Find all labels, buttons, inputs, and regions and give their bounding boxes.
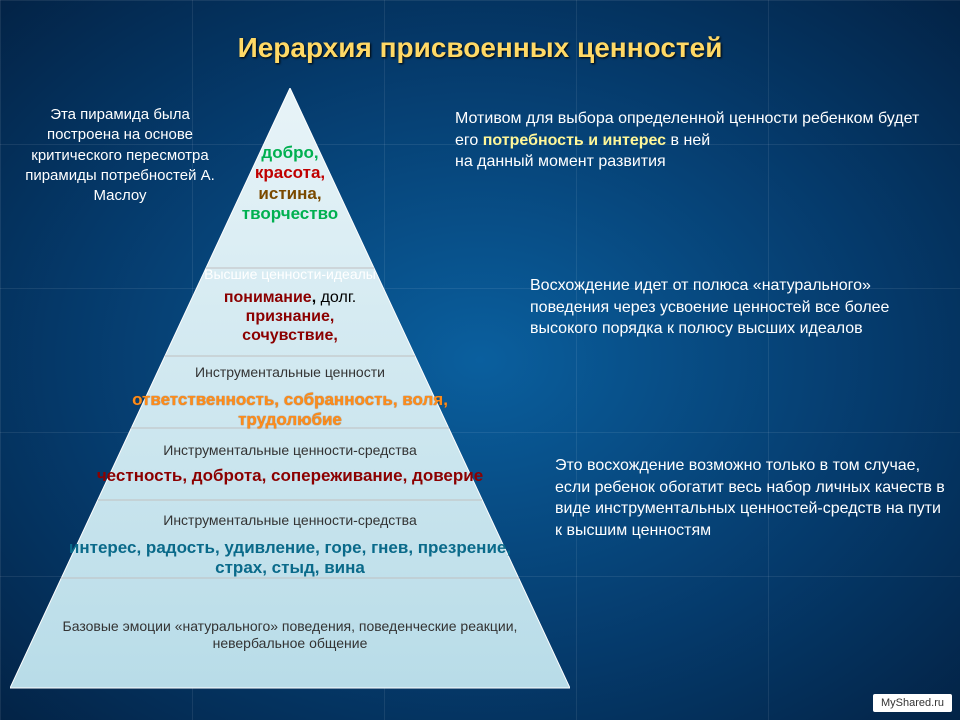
l1-w3: истина [258, 184, 316, 203]
level1: добро, красота, истина, творчество [10, 143, 570, 225]
pyramid: добро, красота, истина, творчество Высши… [10, 88, 570, 698]
label2: Инструментальные ценности [10, 364, 570, 381]
label1: Высшие ценности-идеалы [10, 266, 570, 283]
label5: Базовые эмоции «натурального» поведения,… [10, 618, 570, 652]
l1-w1: добро [261, 143, 313, 162]
slide-title: Иерархия присвоенных ценностей [0, 32, 960, 64]
right-text-2: Восхождение идет от полюса «натурального… [530, 275, 930, 340]
right-text-3: Это восхождение возможно только в том сл… [555, 455, 945, 541]
l2-d: сочувствие [242, 327, 333, 344]
label3: Инструментальные ценности-средства [10, 442, 570, 459]
level4: честность, доброта, сопереживание, довер… [10, 466, 570, 486]
rb1-c: в ней [671, 132, 711, 149]
watermark-logo: MyShared.ru [873, 694, 952, 712]
level2: понимание, долг. признание, сочувствие, [10, 288, 570, 346]
l2-c: признание [246, 308, 330, 325]
l2-a: понимание [224, 289, 312, 306]
l1-w4: творчество [242, 204, 338, 223]
level3: ответственность, собранность, воля, труд… [10, 390, 570, 431]
label4: Инструментальные ценности-средства [10, 512, 570, 529]
l1-w2: красота [255, 163, 321, 182]
l2-b: долг. [321, 289, 357, 306]
level5: интерес, радость, удивление, горе, гнев,… [10, 538, 570, 579]
